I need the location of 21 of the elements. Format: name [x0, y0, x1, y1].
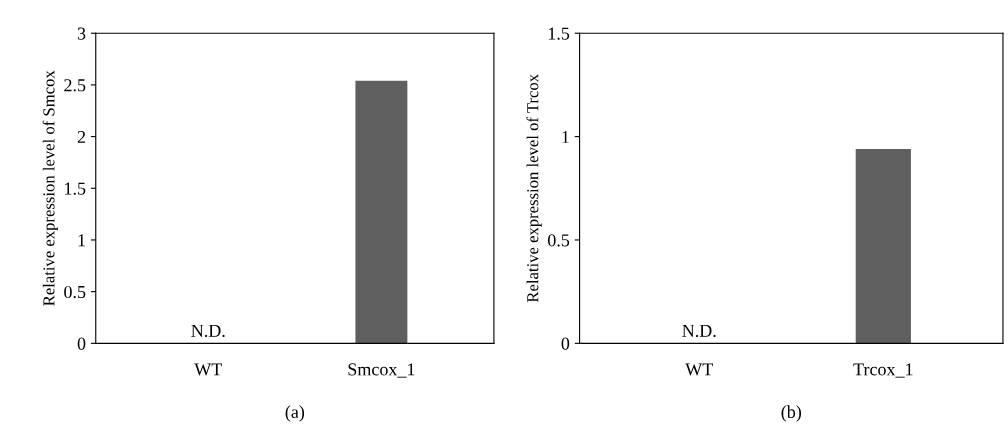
- y-tick-label: 0: [561, 337, 570, 350]
- y-tick-label: 1.5: [548, 27, 570, 40]
- y-tick-label: 0: [77, 337, 86, 350]
- y-tick-label: 1: [78, 234, 85, 247]
- y-tick-label: 2: [77, 130, 86, 143]
- y-tick-label: 3: [77, 27, 86, 40]
- x-tick-label: WT: [194, 363, 223, 376]
- y-axis-title: Relative expression level of Smcox: [42, 70, 58, 306]
- text: (b): [781, 405, 802, 422]
- text: (a): [285, 405, 305, 422]
- annotation: N.D.: [191, 324, 225, 337]
- y-axis-title: Relative expression level of Trcox: [526, 74, 542, 303]
- annotation: N.D.: [682, 324, 716, 337]
- x-tick-label: Trcox_1: [853, 363, 913, 378]
- x-tick-label: WT: [685, 363, 713, 376]
- y-tick-label: 2.5: [64, 79, 86, 92]
- y-tick-label: 1.5: [65, 182, 86, 195]
- y-tick-label: 1: [562, 130, 569, 143]
- y-tick-label: 0.5: [548, 234, 570, 247]
- x-tick-label: Smcox_1: [348, 363, 415, 378]
- y-tick-label: 0.5: [64, 285, 86, 299]
